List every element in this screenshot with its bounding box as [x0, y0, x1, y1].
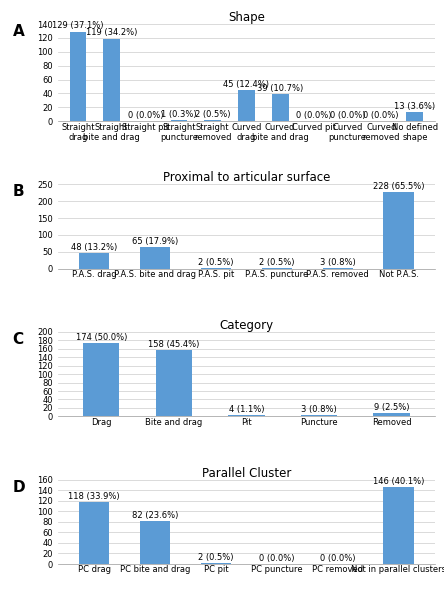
Bar	[383, 487, 414, 564]
Bar	[238, 90, 255, 121]
Text: 2 (0.5%): 2 (0.5%)	[259, 258, 295, 267]
Text: 65 (17.9%): 65 (17.9%)	[132, 237, 178, 246]
Text: 174 (50.0%): 174 (50.0%)	[75, 333, 127, 342]
Bar	[156, 350, 192, 416]
Text: 4 (1.1%): 4 (1.1%)	[229, 404, 264, 413]
Text: C: C	[12, 332, 24, 347]
Bar	[201, 268, 231, 269]
Text: 228 (65.5%): 228 (65.5%)	[373, 182, 424, 191]
Bar	[140, 521, 170, 564]
Text: B: B	[12, 184, 24, 199]
Text: 119 (34.2%): 119 (34.2%)	[86, 28, 137, 37]
Bar	[301, 415, 337, 416]
Text: 48 (13.2%): 48 (13.2%)	[71, 242, 117, 251]
Bar	[79, 502, 110, 564]
Text: 13 (3.6%): 13 (3.6%)	[394, 102, 436, 111]
Bar	[79, 253, 110, 269]
Bar	[140, 247, 170, 269]
Bar	[406, 112, 423, 121]
Bar	[373, 413, 410, 416]
Title: Parallel Cluster: Parallel Cluster	[202, 467, 291, 479]
Bar	[83, 343, 119, 416]
Bar	[272, 94, 289, 121]
Text: 3 (0.8%): 3 (0.8%)	[301, 405, 337, 414]
Text: 1 (0.3%): 1 (0.3%)	[161, 110, 197, 119]
Text: 158 (45.4%): 158 (45.4%)	[148, 340, 199, 349]
Bar	[322, 268, 353, 269]
Text: 2 (0.5%): 2 (0.5%)	[198, 553, 234, 562]
Text: 129 (37.1%): 129 (37.1%)	[52, 22, 104, 31]
Title: Shape: Shape	[228, 11, 265, 24]
Text: 0 (0.0%): 0 (0.0%)	[296, 111, 332, 120]
Text: 9 (2.5%): 9 (2.5%)	[374, 403, 409, 412]
Text: A: A	[12, 24, 24, 39]
Text: 2 (0.5%): 2 (0.5%)	[198, 258, 234, 267]
Text: 82 (23.6%): 82 (23.6%)	[132, 511, 178, 520]
Title: Proximal to articular surface: Proximal to articular surface	[163, 171, 330, 184]
Bar	[204, 120, 221, 121]
Bar	[103, 38, 120, 121]
Bar	[383, 192, 414, 269]
Text: 45 (12.4%): 45 (12.4%)	[223, 80, 270, 89]
Text: 2 (0.5%): 2 (0.5%)	[195, 110, 230, 119]
Text: 0 (0.0%): 0 (0.0%)	[320, 554, 356, 563]
Text: 118 (33.9%): 118 (33.9%)	[68, 491, 120, 500]
Text: 3 (0.8%): 3 (0.8%)	[320, 258, 356, 267]
Bar	[262, 268, 292, 269]
Text: 146 (40.1%): 146 (40.1%)	[373, 477, 424, 486]
Bar	[201, 563, 231, 564]
Bar	[228, 415, 265, 416]
Text: 0 (0.0%): 0 (0.0%)	[330, 111, 365, 120]
Text: 0 (0.0%): 0 (0.0%)	[127, 111, 163, 120]
Text: D: D	[12, 479, 25, 494]
Text: 0 (0.0%): 0 (0.0%)	[364, 111, 399, 120]
Bar	[70, 32, 87, 121]
Text: 0 (0.0%): 0 (0.0%)	[259, 554, 295, 563]
Title: Category: Category	[219, 319, 274, 332]
Text: 39 (10.7%): 39 (10.7%)	[257, 84, 303, 93]
